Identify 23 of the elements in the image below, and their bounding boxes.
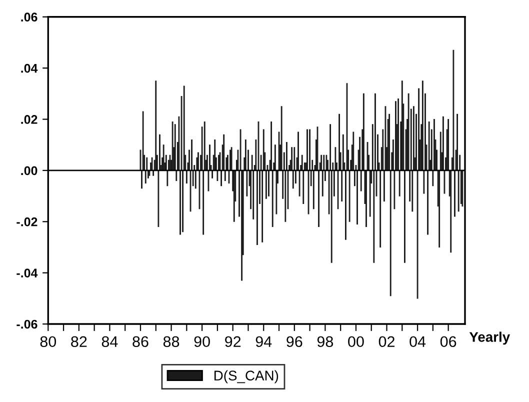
y-tick-label: .04 (21, 64, 38, 73)
x-tick-label: 96 (286, 336, 302, 348)
x-tick-label: 94 (256, 336, 272, 348)
x-tick-label: 82 (71, 336, 87, 348)
y-tick-label: .02 (21, 115, 38, 124)
x-tick-label: 90 (194, 336, 210, 348)
x-tick-label: 06 (440, 336, 456, 348)
x-tick-label: 80 (40, 336, 56, 348)
legend-label: D(S_CAN) (214, 370, 278, 384)
x-tick-label: 88 (163, 336, 180, 348)
x-tick-label: 86 (132, 336, 148, 348)
y-tick-label: -.02 (16, 217, 38, 226)
x-tick-label: 92 (225, 336, 241, 348)
y-tick-label: -.04 (16, 268, 38, 278)
x-tick-label: 98 (317, 336, 334, 348)
y-tick-label: -.06 (16, 320, 38, 329)
x-axis-title: Yearly (469, 332, 510, 345)
y-tick-label: .00 (21, 166, 38, 176)
x-tick-label: 00 (348, 336, 364, 348)
x-tick-label: 02 (378, 336, 394, 348)
x-tick-label: 04 (410, 336, 426, 348)
x-tick-label: 84 (102, 336, 118, 348)
y-tick-label: .06 (21, 12, 38, 22)
